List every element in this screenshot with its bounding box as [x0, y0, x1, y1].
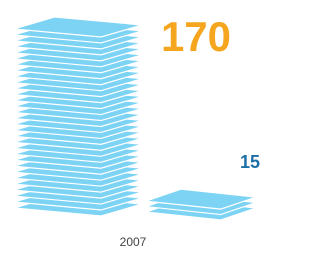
paper-stack [14, 17, 142, 216]
value-label: 170 [161, 13, 231, 60]
page: {"chart_data": {"type": "pictograph", "x… [0, 0, 320, 255]
chart: 2007 170 15 [0, 0, 267, 255]
x-label: 2007 [120, 235, 147, 249]
value-label: 15 [240, 152, 260, 172]
paper-stack [146, 189, 256, 220]
